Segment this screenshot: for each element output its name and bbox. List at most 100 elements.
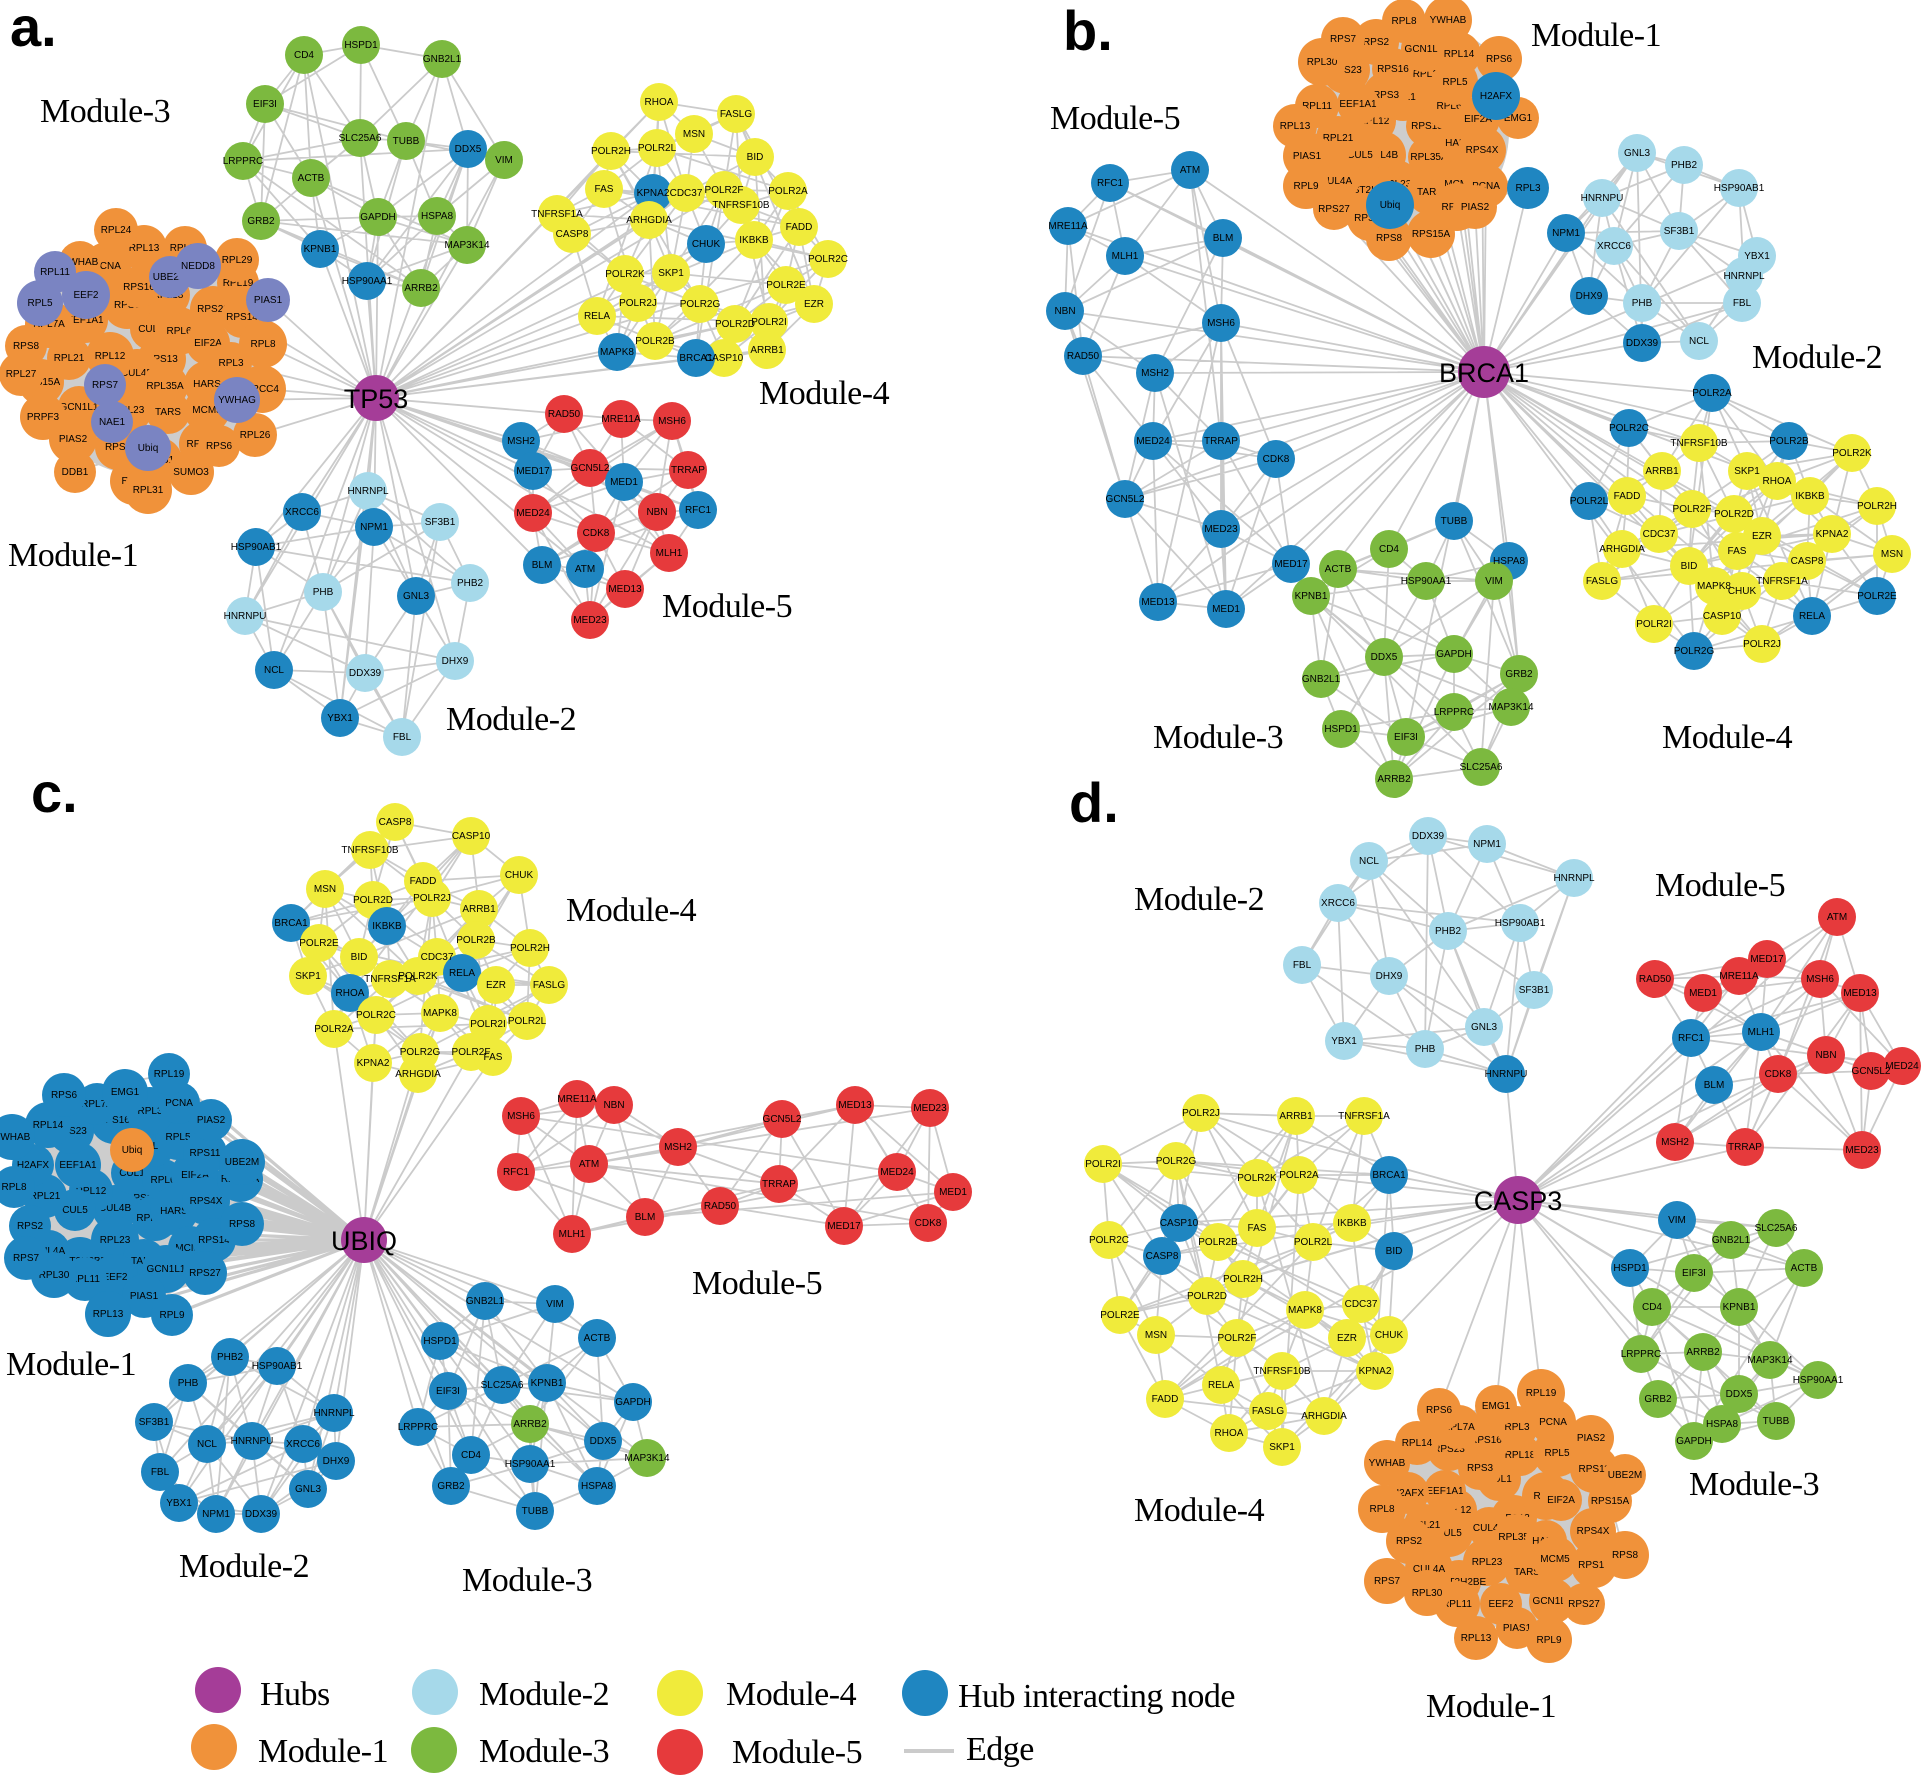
svg-text:SF3B1: SF3B1 <box>139 1417 170 1428</box>
svg-text:HNRNPL: HNRNPL <box>347 486 389 497</box>
svg-text:XRCC6: XRCC6 <box>1321 898 1355 909</box>
svg-text:PCNA: PCNA <box>165 1098 193 1109</box>
svg-text:CASP8: CASP8 <box>556 229 589 240</box>
svg-text:HSP90AA1: HSP90AA1 <box>1793 1375 1844 1386</box>
svg-text:RPS6: RPS6 <box>206 441 233 452</box>
svg-text:POLR2A: POLR2A <box>1692 388 1732 399</box>
svg-text:BLM: BLM <box>1704 1080 1725 1091</box>
svg-text:ARRB1: ARRB1 <box>1279 1111 1313 1122</box>
svg-text:EEF2: EEF2 <box>1488 1599 1513 1610</box>
svg-text:KPNA2: KPNA2 <box>1359 1366 1392 1377</box>
svg-text:RELA: RELA <box>449 968 475 979</box>
svg-text:FASLG: FASLG <box>1586 576 1618 587</box>
svg-text:RPS6: RPS6 <box>51 1090 78 1101</box>
svg-text:MED13: MED13 <box>608 584 642 595</box>
svg-text:POLR2C: POLR2C <box>356 1010 396 1021</box>
svg-text:ERCC4: ERCC4 <box>245 384 279 395</box>
svg-text:MED1: MED1 <box>939 1187 967 1198</box>
svg-text:GRB2: GRB2 <box>1505 669 1533 680</box>
svg-text:MED24: MED24 <box>516 508 550 519</box>
svg-text:FADD: FADD <box>410 876 437 887</box>
svg-text:POLR2G: POLR2G <box>400 1047 441 1058</box>
svg-text:POLR2K: POLR2K <box>1832 448 1872 459</box>
svg-text:MED13: MED13 <box>1843 988 1877 999</box>
svg-text:NAE1: NAE1 <box>99 417 126 428</box>
svg-text:Module-4: Module-4 <box>726 1676 857 1713</box>
svg-text:RPL9: RPL9 <box>159 1310 184 1321</box>
svg-text:DDX5: DDX5 <box>1371 652 1398 663</box>
svg-text:H2AFX: H2AFX <box>1392 1488 1425 1499</box>
svg-text:FBL: FBL <box>393 732 412 743</box>
svg-text:RELA: RELA <box>1208 1380 1234 1391</box>
svg-text:POLR2B: POLR2B <box>456 935 496 946</box>
svg-text:MSN: MSN <box>314 884 336 895</box>
svg-text:FADD: FADD <box>1614 491 1641 502</box>
svg-text:HSPA8: HSPA8 <box>581 1481 613 1492</box>
svg-text:d.: d. <box>1069 771 1119 834</box>
svg-text:PHB2: PHB2 <box>457 578 484 589</box>
svg-text:TARS: TARS <box>155 407 181 418</box>
svg-text:EIF3I: EIF3I <box>436 1386 460 1397</box>
svg-text:SF3B1: SF3B1 <box>1664 226 1695 237</box>
svg-text:Module-3: Module-3 <box>1153 719 1283 756</box>
svg-text:MAP3K14: MAP3K14 <box>624 1453 669 1464</box>
svg-text:CHUK: CHUK <box>1728 586 1757 597</box>
svg-text:FAS: FAS <box>595 184 614 195</box>
svg-text:RPL12: RPL12 <box>1359 116 1390 127</box>
svg-text:EZR: EZR <box>1337 1333 1357 1344</box>
svg-text:POLR2B: POLR2B <box>1198 1237 1238 1248</box>
svg-text:YBX1: YBX1 <box>327 713 353 724</box>
svg-text:RPL11: RPL11 <box>40 267 70 278</box>
svg-text:Module-3: Module-3 <box>462 1562 592 1599</box>
svg-text:POLR2B: POLR2B <box>635 336 675 347</box>
svg-text:ACTB: ACTB <box>1791 1263 1818 1274</box>
svg-text:SLC25A6: SLC25A6 <box>481 1380 524 1391</box>
svg-text:CDK8: CDK8 <box>915 1218 942 1229</box>
svg-text:RPS27: RPS27 <box>1318 204 1350 215</box>
svg-text:EEF1A1: EEF1A1 <box>59 1160 97 1171</box>
svg-text:RPL11: RPL11 <box>1442 1599 1472 1610</box>
svg-text:KPNA2: KPNA2 <box>637 188 670 199</box>
svg-text:CUL4A: CUL4A <box>33 1246 66 1257</box>
svg-text:RHOA: RHOA <box>645 97 674 108</box>
svg-text:RAD50: RAD50 <box>548 409 581 420</box>
svg-text:YWHAB: YWHAB <box>1430 15 1467 26</box>
svg-text:SLC25A6: SLC25A6 <box>339 133 382 144</box>
svg-text:Module-5: Module-5 <box>1050 100 1180 137</box>
svg-text:RPL23: RPL23 <box>1472 1557 1503 1568</box>
svg-text:PHB2: PHB2 <box>1435 926 1462 937</box>
svg-text:FASLG: FASLG <box>533 980 565 991</box>
svg-text:IKBKB: IKBKB <box>372 921 402 932</box>
svg-text:ACTB: ACTB <box>1325 564 1352 575</box>
svg-text:UBE2M: UBE2M <box>153 272 187 283</box>
svg-text:PIAS2: PIAS2 <box>59 434 88 445</box>
svg-text:YWHAG: YWHAG <box>218 395 256 406</box>
svg-text:CUL1: CUL1 <box>1486 1474 1512 1485</box>
svg-text:EEF2: EEF2 <box>73 290 98 301</box>
svg-text:EMG1: EMG1 <box>1504 113 1533 124</box>
svg-text:Module-4: Module-4 <box>1662 719 1793 756</box>
svg-text:CDC37: CDC37 <box>1643 529 1676 540</box>
svg-text:MCM5: MCM5 <box>175 1243 205 1254</box>
svg-text:HSPD1: HSPD1 <box>1613 1263 1647 1274</box>
svg-text:FASLG: FASLG <box>720 109 752 120</box>
svg-text:GNL3: GNL3 <box>295 1484 322 1495</box>
svg-text:NBN: NBN <box>1054 306 1075 317</box>
svg-text:YBX1: YBX1 <box>1331 1036 1357 1047</box>
svg-text:Module-3: Module-3 <box>40 93 170 130</box>
svg-text:RPL26: RPL26 <box>240 430 271 441</box>
svg-text:RPL13: RPL13 <box>93 1309 124 1320</box>
svg-text:CDC37: CDC37 <box>421 952 454 963</box>
svg-text:POLR2J: POLR2J <box>413 893 451 904</box>
svg-text:MAP3K14: MAP3K14 <box>444 240 489 251</box>
svg-text:GAPDH: GAPDH <box>1436 649 1472 660</box>
svg-text:LRPPRC: LRPPRC <box>223 156 264 167</box>
svg-text:RPL35A: RPL35A <box>1410 152 1448 163</box>
svg-text:Ubiq: Ubiq <box>1380 200 1401 211</box>
svg-text:ATM: ATM <box>579 1159 599 1170</box>
svg-text:EMG1: EMG1 <box>111 1087 140 1098</box>
svg-text:FAS: FAS <box>484 1052 503 1063</box>
svg-text:PCNA: PCNA <box>93 261 121 272</box>
svg-text:CUL4A: CUL4A <box>1320 176 1353 187</box>
svg-text:MSH6: MSH6 <box>658 416 686 427</box>
